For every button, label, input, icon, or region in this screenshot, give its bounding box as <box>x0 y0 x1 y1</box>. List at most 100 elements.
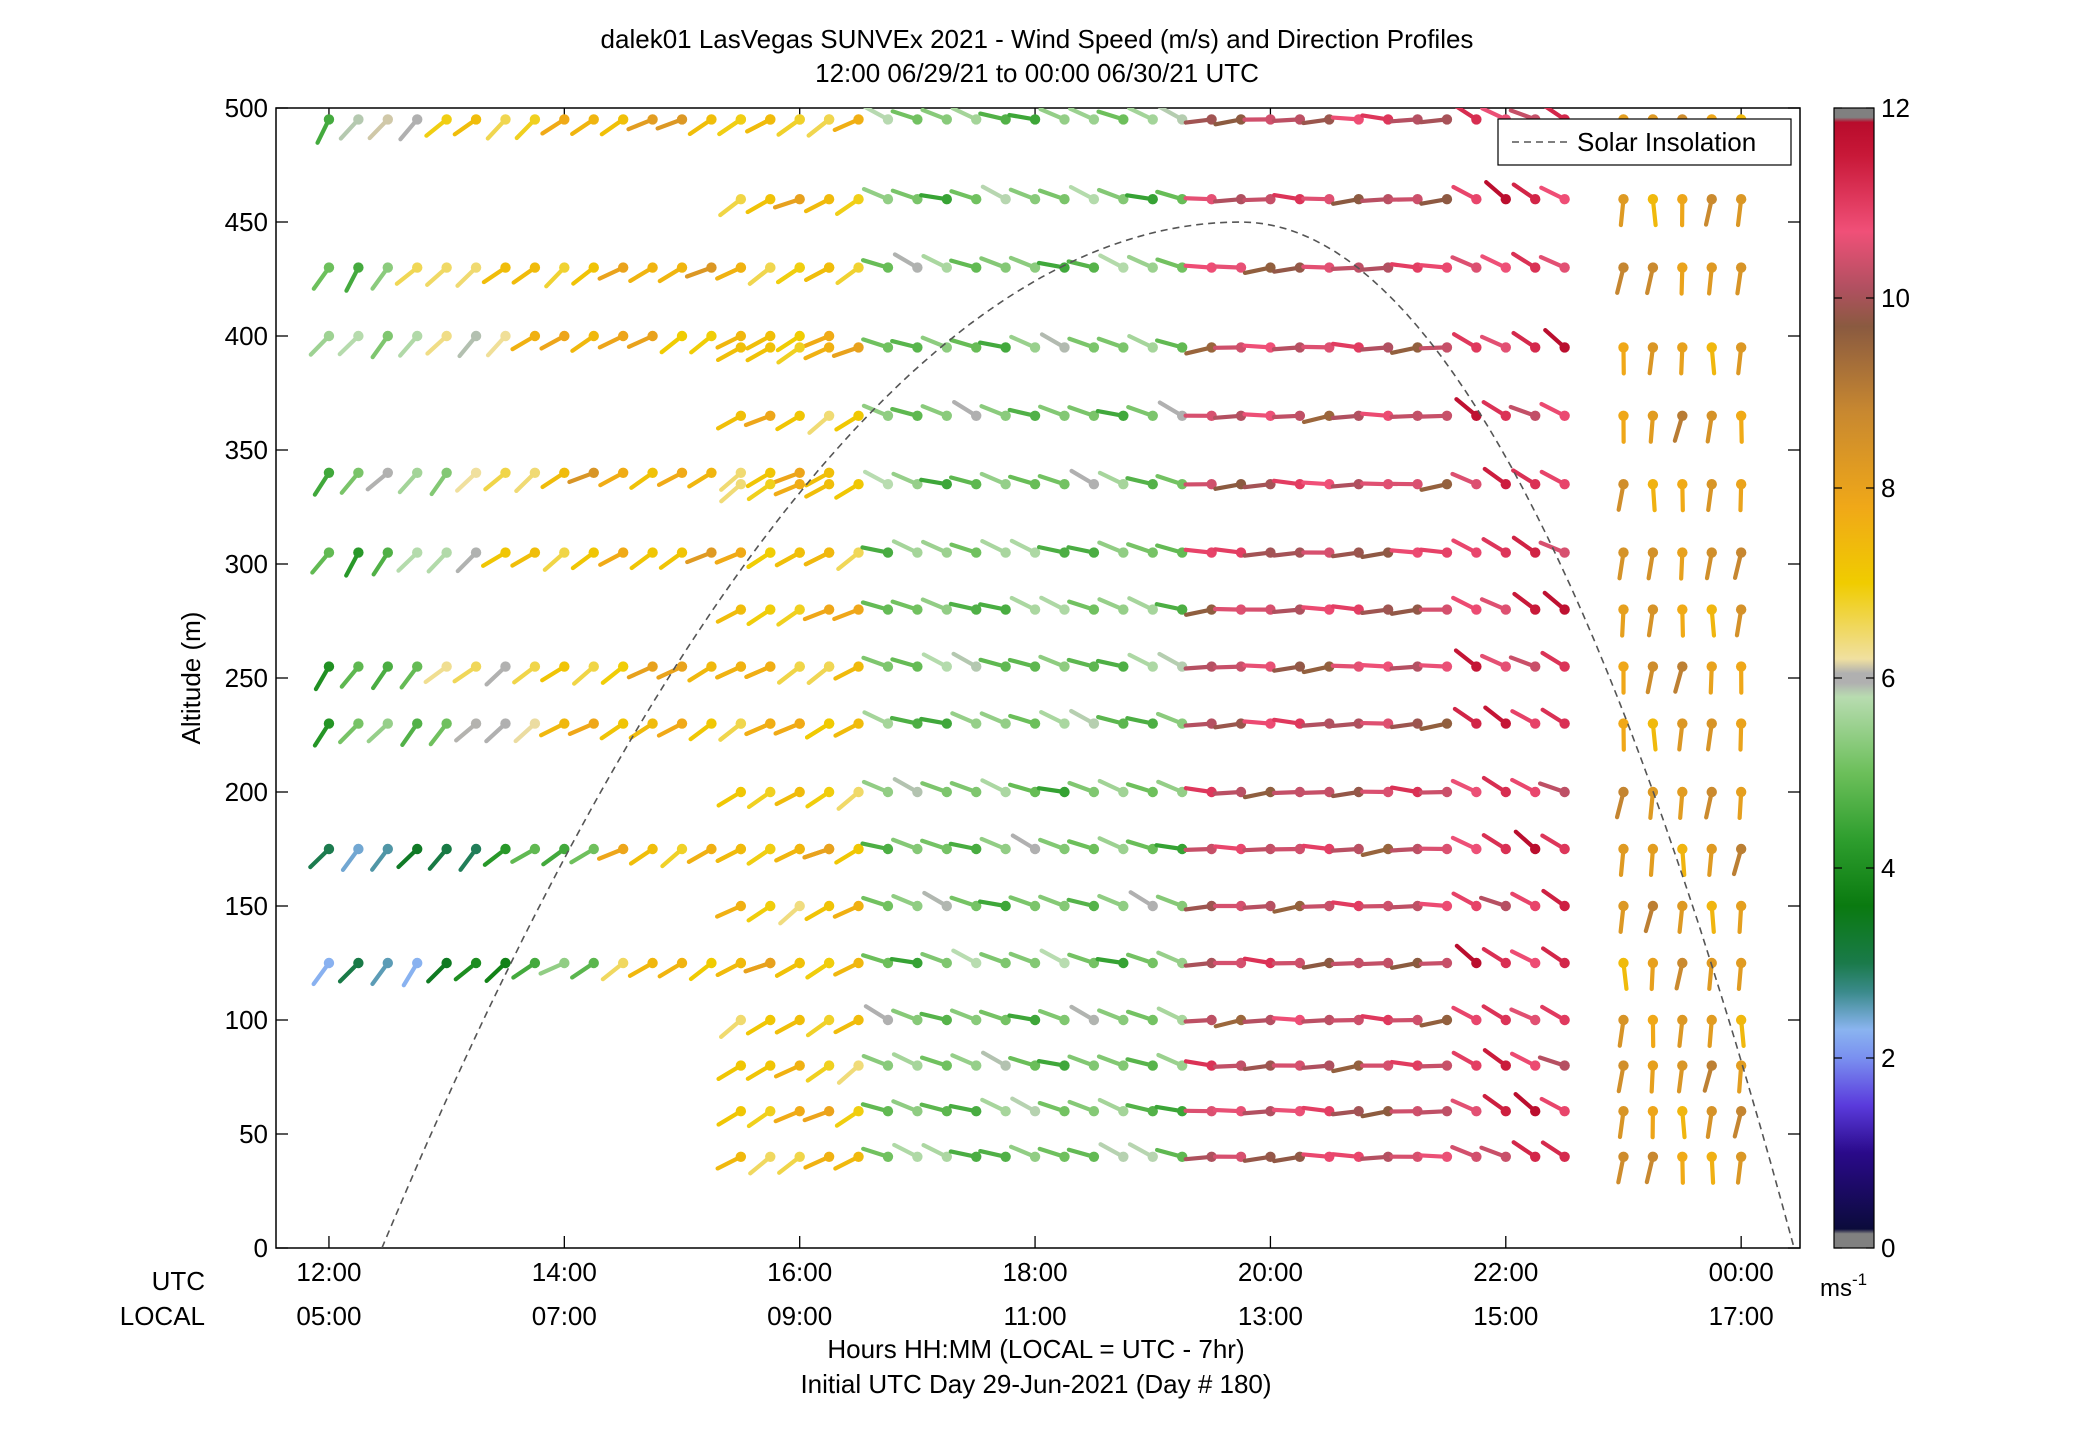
wind-barb-head <box>383 547 393 557</box>
wind-barb-head <box>853 661 863 671</box>
wind-barb-head <box>441 331 451 341</box>
wind-barb-head <box>383 661 393 671</box>
wind-barb-head <box>677 331 687 341</box>
wind-barb-head <box>765 1060 775 1070</box>
wind-barb-head <box>1000 1106 1010 1116</box>
wind-barb-head <box>1030 1152 1040 1162</box>
wind-barb-head <box>618 718 628 728</box>
wind-barb-head <box>1677 901 1687 911</box>
wind-barb-head <box>883 411 893 421</box>
wind-barb-head <box>441 718 451 728</box>
wind-barb-head <box>1677 958 1687 968</box>
wind-barb-head <box>412 547 422 557</box>
wind-barb-head <box>1148 1152 1158 1162</box>
wind-barb-head <box>1471 787 1481 797</box>
wind-barb-head <box>971 1060 981 1070</box>
wind-barb-head <box>706 547 716 557</box>
wind-barb-head <box>824 342 834 352</box>
y-tick-label: 50 <box>239 1119 268 1149</box>
wind-barb-head <box>1736 958 1746 968</box>
y-tick-label: 300 <box>225 549 268 579</box>
wind-barb-head <box>794 1060 804 1070</box>
wind-barb-head <box>912 547 922 557</box>
wind-barb-head <box>1501 262 1511 272</box>
wind-barb-head <box>1059 194 1069 204</box>
wind-barb-head <box>1442 718 1452 728</box>
wind-barb-head <box>1530 194 1540 204</box>
wind-barb-head <box>1618 1106 1628 1116</box>
wind-barb-head <box>1736 1015 1746 1025</box>
wind-barb-head <box>1471 718 1481 728</box>
wind-barb-head <box>1471 844 1481 854</box>
wind-barb-head <box>1677 342 1687 352</box>
wind-barb-head <box>824 901 834 911</box>
wind-barb-head <box>1530 479 1540 489</box>
wind-barb-head <box>500 661 510 671</box>
wind-barb-head <box>736 411 746 421</box>
colorbar-tick-label: 8 <box>1881 473 1895 503</box>
wind-barb-head <box>794 1015 804 1025</box>
wind-barb-head <box>1148 411 1158 421</box>
wind-barb-head <box>736 331 746 341</box>
wind-barb-head <box>1677 194 1687 204</box>
wind-barb-head <box>618 331 628 341</box>
y-tick-label: 0 <box>254 1233 268 1263</box>
wind-barb-head <box>1471 1106 1481 1116</box>
wind-barb-head <box>765 844 775 854</box>
wind-barb-head <box>765 1152 775 1162</box>
wind-barb-head <box>647 468 657 478</box>
wind-barb-head <box>1648 844 1658 854</box>
wind-barb-head <box>912 1152 922 1162</box>
x-tick-label-local: 11:00 <box>1003 1301 1066 1331</box>
wind-barb-head <box>1618 844 1628 854</box>
x-tick-label-local: 05:00 <box>296 1301 361 1331</box>
wind-barb-head <box>618 844 628 854</box>
wind-barb-head <box>824 604 834 614</box>
wind-barb-head <box>883 194 893 204</box>
wind-barb-head <box>1707 604 1717 614</box>
wind-barb-head <box>971 661 981 671</box>
wind-barb-head <box>1736 718 1746 728</box>
wind-barb-head <box>1030 194 1040 204</box>
wind-barb-head <box>1000 787 1010 797</box>
wind-barb-head <box>1118 844 1128 854</box>
wind-barb-head <box>883 1106 893 1116</box>
wind-barb-head <box>383 958 393 968</box>
wind-barb-head <box>1471 901 1481 911</box>
wind-barb-head <box>1471 262 1481 272</box>
wind-barb-head <box>1736 661 1746 671</box>
wind-barb-head <box>736 1106 746 1116</box>
wind-barb-head <box>500 718 510 728</box>
wind-barb-head <box>853 411 863 421</box>
colorbar-tick-label: 2 <box>1881 1043 1895 1073</box>
wind-barb-head <box>1000 411 1010 421</box>
x-tick-label-local: 15:00 <box>1473 1301 1538 1331</box>
wind-barb-head <box>1559 342 1569 352</box>
plot-area <box>276 108 1800 1248</box>
wind-barb-head <box>794 1152 804 1162</box>
wind-barb-head <box>471 661 481 671</box>
wind-barb-head <box>1089 718 1099 728</box>
wind-barb-head <box>500 114 510 124</box>
wind-barb-head <box>1677 411 1687 421</box>
wind-barb-head <box>912 114 922 124</box>
wind-barb-head <box>794 331 804 341</box>
wind-barb-head <box>1501 479 1511 489</box>
wind-barb-head <box>1148 901 1158 911</box>
wind-barb-head <box>1559 411 1569 421</box>
wind-barb-head <box>1177 342 1187 352</box>
wind-barb-head <box>736 958 746 968</box>
colorbar-tick-label: 12 <box>1881 93 1910 123</box>
wind-barb-head <box>736 901 746 911</box>
wind-barb-head <box>441 547 451 557</box>
wind-barb-head <box>794 661 804 671</box>
wind-barb-head <box>853 262 863 272</box>
wind-barb-head <box>1736 844 1746 854</box>
wind-barb-head <box>1059 114 1069 124</box>
wind-barb-head <box>736 262 746 272</box>
wind-barb-head <box>1707 1152 1717 1162</box>
wind-barb-head <box>383 114 393 124</box>
wind-barb-head <box>1736 547 1746 557</box>
wind-barb-head <box>441 661 451 671</box>
